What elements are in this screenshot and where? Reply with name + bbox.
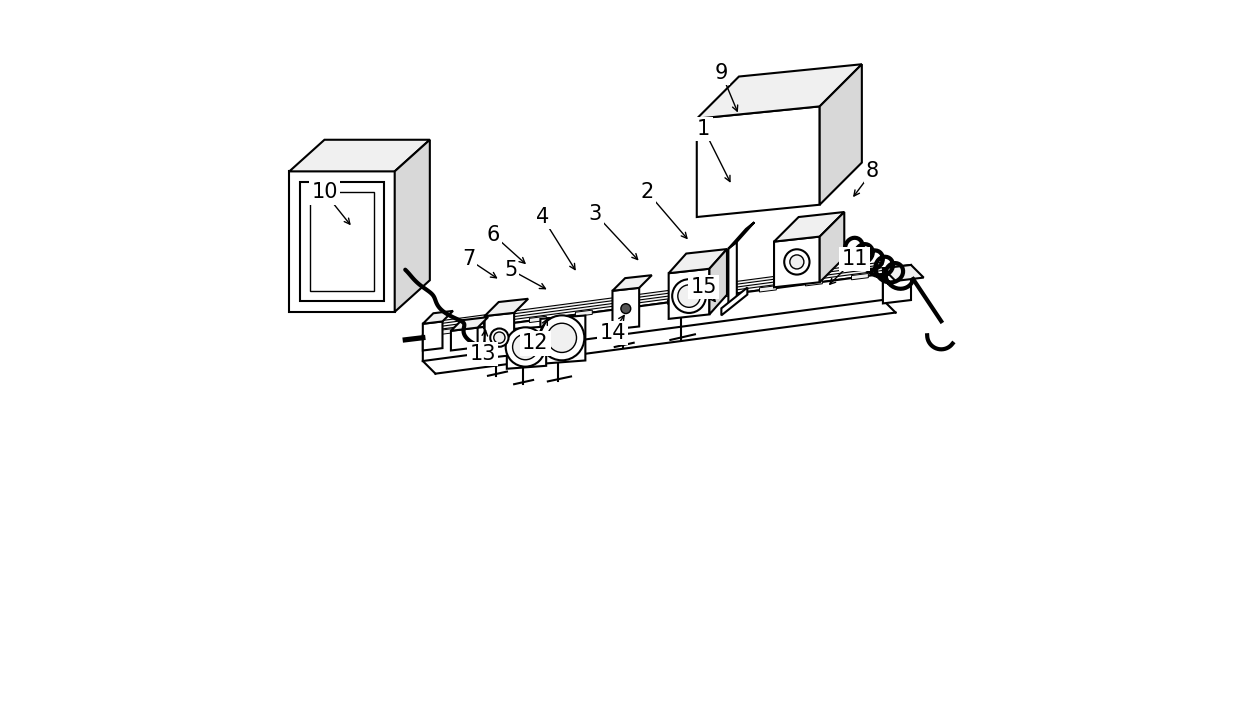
Polygon shape	[311, 193, 374, 291]
Polygon shape	[774, 236, 820, 287]
Text: 13: 13	[470, 344, 496, 364]
Circle shape	[678, 285, 700, 307]
Polygon shape	[451, 317, 488, 331]
Text: 3: 3	[589, 203, 602, 224]
Polygon shape	[668, 298, 684, 304]
Polygon shape	[729, 222, 755, 249]
Polygon shape	[422, 274, 883, 361]
Text: 8: 8	[866, 161, 878, 181]
Polygon shape	[484, 313, 514, 358]
Polygon shape	[507, 326, 546, 369]
Polygon shape	[422, 311, 453, 324]
Polygon shape	[422, 262, 883, 326]
Polygon shape	[575, 310, 592, 316]
Circle shape	[784, 249, 809, 275]
Polygon shape	[290, 171, 395, 312]
Text: 14: 14	[600, 323, 626, 343]
Polygon shape	[612, 288, 639, 329]
Polygon shape	[669, 249, 727, 273]
Polygon shape	[395, 139, 430, 312]
Polygon shape	[883, 265, 923, 281]
Text: 15: 15	[690, 278, 717, 297]
Text: 1: 1	[698, 119, 710, 139]
Polygon shape	[422, 321, 442, 350]
Polygon shape	[710, 249, 727, 314]
Circle shape	[513, 334, 538, 360]
Circle shape	[506, 327, 545, 367]
Circle shape	[494, 332, 506, 343]
Polygon shape	[774, 212, 844, 241]
Polygon shape	[696, 106, 820, 217]
Circle shape	[673, 279, 706, 313]
Polygon shape	[883, 265, 911, 304]
Polygon shape	[851, 273, 869, 280]
Polygon shape	[529, 316, 546, 323]
Polygon shape	[483, 322, 501, 329]
Polygon shape	[422, 268, 883, 331]
Polygon shape	[669, 269, 710, 319]
Text: 12: 12	[522, 333, 549, 353]
Text: 10: 10	[311, 183, 338, 202]
Polygon shape	[714, 292, 730, 298]
Polygon shape	[422, 274, 896, 348]
Polygon shape	[721, 287, 747, 315]
Polygon shape	[300, 182, 384, 302]
Polygon shape	[729, 242, 737, 309]
Text: 6: 6	[487, 224, 499, 244]
Polygon shape	[612, 275, 652, 291]
Circle shape	[539, 315, 585, 360]
Polygon shape	[290, 139, 430, 171]
Polygon shape	[820, 212, 844, 282]
Text: 9: 9	[715, 63, 729, 83]
Circle shape	[548, 324, 576, 353]
Polygon shape	[484, 299, 528, 316]
Polygon shape	[760, 286, 777, 292]
Text: 5: 5	[504, 260, 517, 280]
Polygon shape	[437, 329, 455, 335]
Text: 11: 11	[841, 249, 869, 269]
Polygon shape	[622, 304, 638, 310]
Polygon shape	[451, 328, 477, 350]
Polygon shape	[805, 280, 823, 286]
Circle shape	[621, 304, 631, 314]
Polygon shape	[820, 64, 862, 205]
Text: 4: 4	[535, 207, 549, 227]
Circle shape	[789, 255, 804, 269]
Text: 7: 7	[462, 249, 475, 269]
Polygon shape	[696, 64, 862, 119]
Polygon shape	[540, 316, 585, 364]
Text: 2: 2	[641, 183, 654, 202]
Circle shape	[491, 329, 508, 347]
